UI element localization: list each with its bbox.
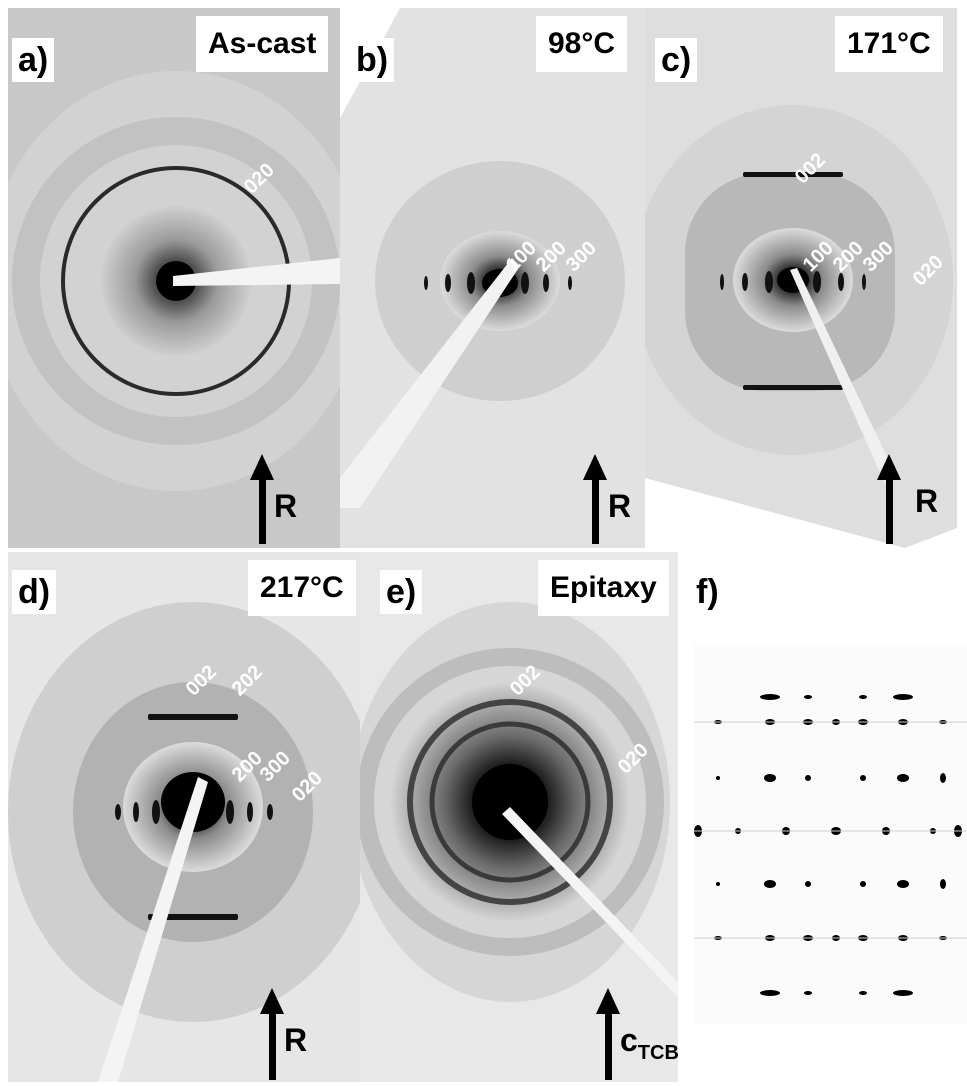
diffraction-pattern-b	[340, 8, 645, 548]
panel-f: f)	[678, 552, 967, 1086]
panel-b: b) 98°C 100 200 300 R	[340, 8, 645, 548]
diffraction-pattern-e	[360, 552, 678, 1082]
condition-label: As-cast	[196, 16, 329, 72]
diffraction-pattern-d	[8, 552, 360, 1082]
panel-d: d) 217°C 002 202 200 300 020 R	[8, 552, 360, 1082]
direction-label-sub: TCB	[637, 1042, 678, 1064]
panel-letter: a)	[12, 38, 55, 82]
panel-letter: b)	[350, 38, 395, 82]
direction-label: R	[608, 488, 632, 524]
condition-label: Epitaxy	[538, 560, 669, 616]
direction-label: R	[274, 488, 298, 524]
condition-label: 98°C	[536, 16, 628, 72]
panel-letter: c)	[655, 38, 698, 82]
condition-label: 171°C	[835, 16, 943, 72]
panel-e: e) Epitaxy 002 020 cTCB	[360, 552, 678, 1082]
simulated-pattern-f	[694, 644, 967, 1024]
direction-label: R	[284, 1022, 308, 1058]
diffraction-pattern-c	[645, 8, 957, 548]
direction-label: R	[915, 483, 939, 519]
panel-a: a) As-cast 020 R	[8, 8, 340, 548]
condition-label: 217°C	[248, 560, 356, 616]
panel-c: c) 171°C 002 100 200 300 020 R	[645, 8, 957, 548]
panel-letter: f)	[690, 570, 725, 614]
panel-letter: d)	[12, 570, 57, 614]
diffraction-pattern-a	[8, 8, 340, 548]
direction-label-main: c	[620, 1022, 638, 1058]
direction-label: cTCB	[620, 1022, 678, 1065]
panel-letter: e)	[380, 570, 423, 614]
